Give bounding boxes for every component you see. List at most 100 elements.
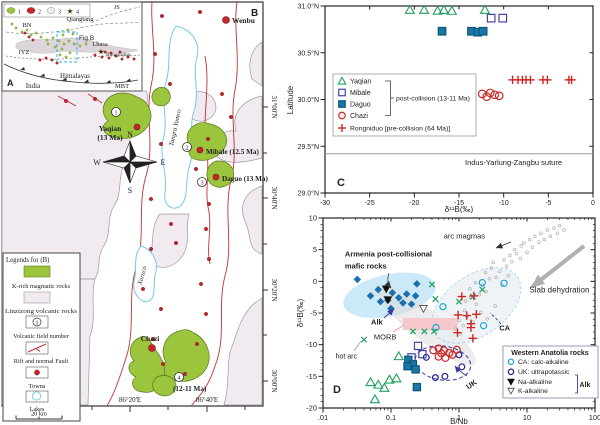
inset-green-dots: [10, 22, 88, 59]
d-x-tick-label: 1: [457, 413, 461, 422]
town-yaqian: [133, 123, 141, 131]
linzizong-areas: [1, 41, 263, 406]
map-axis: 86°20'E 86°40'E 31°00'N 30°40'N 30°20'N …: [91, 95, 278, 412]
label-chazi-age: (12-11 Ma): [173, 385, 207, 393]
swatch-krich: [23, 265, 51, 278]
panel-a-label: A: [7, 78, 14, 88]
series-rongniduo: [453, 291, 481, 343]
lon-tick-1: 86°20'E: [119, 396, 141, 404]
series-daguo: [437, 26, 488, 37]
series-chazi: [429, 344, 461, 362]
series-rongniduo: [508, 75, 576, 85]
map-legend-item4: Rift and normal Fault: [14, 358, 69, 365]
d-y-tick-label: 0: [313, 277, 317, 286]
panel-d-label: D: [333, 384, 341, 396]
inset-terrane-body: [15, 37, 139, 54]
d-legend-bracket-label: Alk: [580, 382, 591, 389]
c-y-axis-label: Latitude: [286, 85, 295, 114]
map-scale-bar: [15, 415, 63, 420]
series-mibale: [486, 13, 508, 23]
d-legend-label-1: UK: ultrapotassic: [518, 369, 570, 376]
d-legend-title: Western Anatolia rocks: [511, 350, 589, 357]
lakes: [133, 25, 199, 303]
inset-legend-num-1: 1: [18, 10, 21, 16]
annotation-hotarc: hot arc: [336, 354, 358, 361]
c-x-tick-label: -25: [365, 200, 375, 207]
c-legend-pre-label: Rongniduo [pre-collision (64 Ma)]: [350, 126, 450, 133]
field-chazi-3: [152, 375, 177, 397]
inset-rongniduo: Rongniduo: [106, 52, 131, 58]
annotation-arc_magmas: arc magmas: [444, 231, 486, 240]
series-ca-calc-alkaline: [432, 278, 508, 332]
d-y-tick-label: -10: [306, 340, 317, 349]
chart-d11b-vs-bnb: .01 0.1 1 10 100 10 5 0 -5 -10 -15 -20 arc magmas Sla…: [296, 214, 600, 425]
c-y-tick-label: 30.0°N: [298, 96, 319, 104]
inset-legend-num-4: 4: [76, 10, 79, 16]
map-panel: 1 2 3 4 Wenbu Yaqian (13 Ma) Mibale (12.…: [1, 1, 278, 422]
series-armenia-mafic: [353, 275, 421, 313]
annotation-leader: [489, 312, 502, 325]
annotation-armenia1: Armenia post-collisional: [345, 250, 432, 259]
c-x-tick-label: -5: [545, 200, 551, 207]
inset-map: 1 2 3 ★ 4: [1, 1, 143, 92]
d-legend-label-0: CA: calc-alkaline: [518, 359, 569, 366]
town-mibale: [196, 146, 204, 154]
map-legend-item5: Towns: [29, 383, 46, 390]
compass-rose: N S W E: [93, 130, 165, 195]
map-labels: Wenbu Yaqian (13 Ma) Mibale (12.5 Ma) Da…: [97, 8, 268, 393]
town-daguo: [212, 173, 220, 181]
d-y-tick-label: 10: [309, 214, 317, 223]
series-green-x: [360, 281, 486, 343]
annotation-leader: [353, 340, 362, 352]
d-x-tick-label: .01: [318, 413, 328, 422]
label-yaqian: Yaqian: [99, 124, 122, 133]
c-x-axis-label: δ¹¹B(‰): [445, 205, 474, 213]
c-legend-label-mibale: Mibale: [350, 90, 371, 97]
d-x-tick-label: 100: [589, 413, 600, 422]
annotation-armenia2: mafic rocks: [345, 262, 387, 271]
lon-tick-2: 86°40'E: [196, 396, 218, 404]
star-rongniduo-icon: ★: [98, 48, 104, 56]
c-legend-label-daguo: Daguo: [350, 102, 371, 109]
annotation-slab: Slab dehydration: [529, 286, 589, 295]
inset-mbt-line: [3, 63, 139, 84]
d-y-axis-label: δ¹¹B(‰): [296, 298, 305, 327]
panel-b-label: B: [251, 8, 258, 19]
inset-js: JS: [114, 5, 120, 11]
annotation-leader: [392, 324, 405, 333]
field-num-2: 2: [185, 145, 188, 152]
compass-s: S: [128, 186, 132, 195]
inset-legend-num-2: 2: [38, 10, 41, 16]
d-y-tick-label: -15: [306, 372, 317, 381]
c-y-tick-label: 29.0°N: [298, 190, 319, 198]
series-chazi: [477, 88, 504, 102]
field-morb: [402, 318, 458, 331]
volcanic-field-numbers: 1 2 3 4: [111, 107, 207, 382]
label-yaqian-age: (13 Ma): [97, 133, 123, 142]
c-x-tick-label: -15: [454, 200, 464, 207]
chart-latitude-vs-d11b: -30 -25 -20 -15 -10 -5 0 31.0°N 30.5°N 30.0°N 29.5…: [286, 3, 595, 214]
label-chazi: Chazi: [141, 334, 160, 343]
c-x-tick-label: 0: [591, 200, 595, 207]
map-legend-item3-num: 1: [36, 320, 39, 326]
d-x-tick-label: 10: [523, 413, 531, 422]
c-y-tick-label: 30.5°N: [298, 49, 319, 57]
c-legend-label-yaqian: Yaqian: [350, 79, 371, 86]
annotation-leader: [383, 308, 395, 319]
compass-e: E: [161, 158, 166, 167]
c-x-tick-label: -20: [409, 200, 419, 207]
inset-himalayas: Himalayas: [60, 72, 90, 80]
swatch-linzizong: [23, 291, 51, 304]
town-dots: [133, 16, 230, 352]
lat-tick-4: 30°00'N: [270, 369, 278, 392]
c-x-tick-label: -10: [499, 200, 509, 207]
d-y-tick-label: -5: [310, 309, 317, 318]
lat-tick-3: 30°20'N: [270, 278, 278, 301]
annotation-alk: Alk: [371, 317, 384, 326]
annotation-suture: Indus-Yarlung-Zangbu suture: [465, 158, 562, 167]
map-legend-item3: Volcanic field number: [13, 333, 70, 340]
inset-lhasa: Lhasa: [92, 41, 108, 48]
map-legend-item2: Linzizong volcanic rocks: [5, 309, 78, 315]
fault-vent-dots: [63, 9, 233, 377]
